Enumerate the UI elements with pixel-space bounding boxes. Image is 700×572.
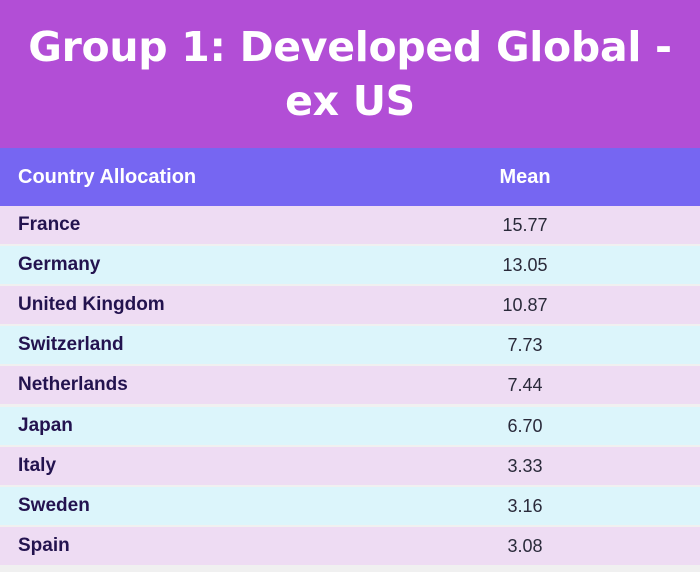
table-row: Netherlands 7.44 <box>0 366 700 405</box>
row-country: Netherlands <box>18 374 128 396</box>
title-banner: Group 1: Developed Global - ex US <box>0 0 700 148</box>
row-mean: 3.33 <box>507 455 543 476</box>
row-mean: 7.73 <box>507 335 543 356</box>
table-row: United Kingdom 10.87 <box>0 286 700 325</box>
row-mean: 10.87 <box>502 295 548 316</box>
row-mean: 3.16 <box>507 495 543 516</box>
row-country: Spain <box>18 534 70 556</box>
row-country: Sweden <box>18 494 90 516</box>
table-row: Germany 13.05 <box>0 246 700 285</box>
row-country: Japan <box>18 414 73 436</box>
row-mean: 7.44 <box>507 375 543 396</box>
row-mean: 15.77 <box>502 215 548 235</box>
row-mean: 6.70 <box>507 415 543 436</box>
row-country: United Kingdom <box>18 294 165 316</box>
table-row: France 15.77 <box>0 206 700 244</box>
table-row: Switzerland 7.73 <box>0 326 700 365</box>
table-header: Country Allocation Mean <box>0 148 700 206</box>
row-country: Switzerland <box>18 334 124 356</box>
row-country: Italy <box>18 454 57 476</box>
column-header-country: Country Allocation <box>18 165 197 188</box>
row-mean: 3.08 <box>507 535 543 556</box>
row-country: Germany <box>18 254 101 276</box>
table-row: Spain 3.08 <box>0 526 700 565</box>
column-header-mean: Mean <box>499 165 551 188</box>
table-row: Sweden 3.16 <box>0 486 700 525</box>
page-title: Group 1: Developed Global - ex US <box>28 23 672 125</box>
table-body: France 15.77 Germany 13.05 United Kingdom 10.… <box>0 206 700 572</box>
table-row: Japan 6.70 <box>0 406 700 445</box>
row-country: France <box>18 214 81 235</box>
table-row: Italy 3.33 <box>0 446 700 485</box>
row-mean: 13.05 <box>502 255 548 276</box>
